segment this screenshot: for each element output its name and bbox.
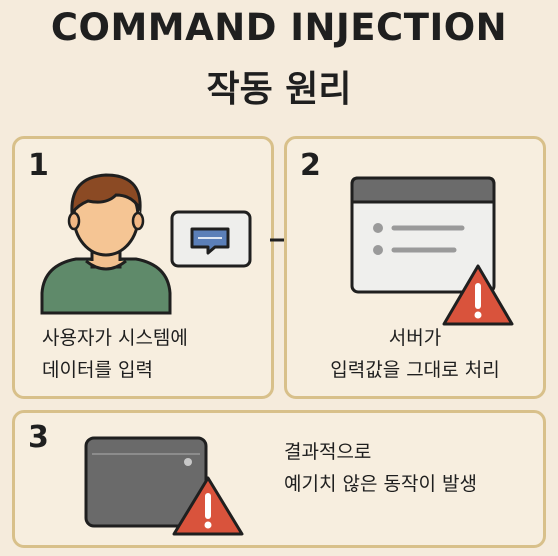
page-subtitle: 작동 원리	[206, 69, 352, 110]
step-2-caption-line-2: 입력값을 그대로 처리	[330, 359, 500, 381]
step-1-caption-line-1: 사용자가 시스템에	[42, 327, 188, 349]
warning-icon	[442, 264, 514, 326]
step-3-caption-line-2: 예기치 않은 동작이 발생	[284, 473, 477, 495]
step-3-number: 3	[28, 420, 49, 455]
step-3-caption-line-1: 결과적으로	[284, 441, 372, 463]
page-title: COMMAND INJECTION	[50, 6, 508, 49]
step-2-number: 2	[300, 148, 321, 183]
user-icon	[40, 173, 172, 315]
chat-bubble-icon	[170, 210, 252, 268]
step-2-caption-line-1: 서버가	[388, 327, 442, 349]
step-1-number: 1	[28, 148, 49, 183]
step-1-caption-line-2: 데이터를 입력	[42, 359, 153, 381]
browser-window-icon	[350, 176, 496, 294]
warning-icon	[172, 476, 244, 536]
